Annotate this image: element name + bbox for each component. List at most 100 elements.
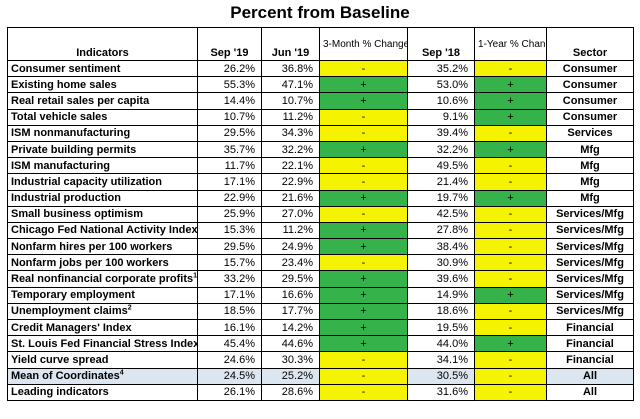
sector-cell: All (546, 383, 634, 401)
sep19-value: 45.4% (197, 335, 262, 353)
indicator-label: Industrial production (11, 192, 121, 205)
3-month-change-cell: - (319, 173, 408, 191)
header-sep18: Sep '18 (407, 27, 475, 61)
sep19-value: 15.3% (197, 221, 262, 240)
indicators-table: Indicators Sep '19 Jun '19 3-Month % Cha… (7, 27, 634, 401)
3-month-change-cell: + (319, 140, 408, 159)
1-year-change-cell: - (474, 124, 547, 142)
3-month-change-cell: - (319, 157, 408, 175)
jun19-value: 14.2% (261, 318, 320, 337)
indicator-label: Temporary employment (11, 289, 135, 302)
table-row: Industrial production 22.9% 21.6% +19.7% + Mf… (7, 189, 634, 207)
sep19-value: 17.1% (197, 173, 262, 191)
header-sep19: Sep '19 (197, 27, 262, 61)
table-row: Leading indicators 26.1% 28.6% -31.6% - All (7, 383, 634, 401)
indicator-label: ISM nonmanufacturing (11, 127, 131, 140)
table-row: Total vehicle sales 10.7% 11.2% -9.1% + Consu… (7, 108, 634, 126)
indicator-name: Private building permits (7, 140, 198, 159)
jun19-value: 34.3% (261, 124, 320, 142)
footnote-marker: 4 (119, 369, 124, 377)
1-year-change-cell: - (474, 221, 547, 240)
3-month-change-cell: - (319, 124, 408, 142)
sep19-value: 17.1% (197, 286, 262, 304)
sector-cell: Mfg (546, 173, 634, 191)
sep18-value: 27.8% (407, 221, 475, 240)
sep18-value: 35.2% (407, 59, 475, 78)
table-row: Nonfarm jobs per 100 workers 15.7% 23.4% -3… (7, 254, 634, 272)
sep18-value: 42.5% (407, 205, 475, 223)
sep18-value: 31.6% (407, 383, 475, 401)
1-year-change-cell: - (474, 302, 547, 321)
sep19-value: 16.1% (197, 318, 262, 337)
sep19-value: 24.6% (197, 351, 262, 369)
indicator-label: ISM manufacturing (11, 159, 111, 172)
sep18-value: 18.6% (407, 302, 475, 321)
sep19-value: 22.9% (197, 189, 262, 207)
sep19-value: 35.7% (197, 140, 262, 159)
1-year-change-cell: - (474, 254, 547, 272)
sep18-value: 53.0% (407, 76, 475, 94)
indicator-name: Yield curve spread (7, 351, 198, 369)
jun19-value: 28.6% (261, 383, 320, 401)
sector-cell: Mfg (546, 189, 634, 207)
indicator-name: Existing home sales (7, 76, 198, 94)
3-month-change-cell: + (319, 76, 408, 94)
jun19-value: 44.6% (261, 335, 320, 353)
1-year-change-cell: - (474, 59, 547, 78)
sector-cell: Financial (546, 335, 634, 353)
3-month-change-cell: + (319, 286, 408, 304)
indicator-name: Real nonfinancial corporate profits1 (7, 270, 198, 288)
sep19-value: 29.5% (197, 124, 262, 142)
3-month-change-cell: - (319, 351, 408, 369)
footnote-marker: 2 (127, 304, 132, 312)
sector-cell: Consumer (546, 108, 634, 126)
sector-cell: Services/Mfg (546, 270, 634, 288)
indicator-name: Total vehicle sales (7, 108, 198, 126)
sep18-value: 19.5% (407, 318, 475, 337)
indicator-label: Yield curve spread (11, 353, 109, 366)
sep19-value: 15.7% (197, 254, 262, 272)
table-row: St. Louis Fed Financial Stress Index345.… (7, 335, 634, 353)
table-row: Real retail sales per capita 14.4% 10.7% +1… (7, 92, 634, 110)
jun19-value: 25.2% (261, 367, 320, 385)
sep18-value: 38.4% (407, 238, 475, 256)
table-body: Consumer sentiment 26.2% 36.8% -35.2% - Consu… (7, 59, 634, 401)
header-jun19: Jun '19 (261, 27, 320, 61)
header-1-year-change: 1-Year % Change (474, 27, 547, 61)
3-month-change-cell: + (319, 318, 408, 337)
jun19-value: 32.2% (261, 140, 320, 159)
sep18-value: 49.5% (407, 157, 475, 175)
table-row: ISM nonmanufacturing 29.5% 34.3% -39.4% - Ser… (7, 124, 634, 142)
sep18-value: 32.2% (407, 140, 475, 159)
sep18-value: 44.0% (407, 335, 475, 353)
indicator-name: Industrial production (7, 189, 198, 207)
1-year-change-cell: - (474, 318, 547, 337)
indicator-name: Industrial capacity utilization (7, 173, 198, 191)
table-row: ISM manufacturing 11.7% 22.1% -49.5% - Mfg (7, 157, 634, 175)
3-month-change-cell: - (319, 108, 408, 126)
jun19-value: 27.0% (261, 205, 320, 223)
3-month-change-cell: - (319, 205, 408, 223)
sector-cell: Financial (546, 318, 634, 337)
indicator-name: Nonfarm hires per 100 workers (7, 238, 198, 256)
sep19-value: 55.3% (197, 76, 262, 94)
3-month-change-cell: + (319, 302, 408, 321)
indicator-label: Total vehicle sales (11, 111, 108, 124)
3-month-change-cell: + (319, 335, 408, 353)
sector-cell: Services/Mfg (546, 286, 634, 304)
jun19-value: 17.7% (261, 302, 320, 321)
1-year-change-cell: - (474, 270, 547, 288)
jun19-value: 21.6% (261, 189, 320, 207)
header-row: Indicators Sep '19 Jun '19 3-Month % Cha… (7, 27, 634, 61)
1-year-change-cell: - (474, 238, 547, 256)
indicator-label: Real nonfinancial corporate profits (11, 273, 194, 286)
1-year-change-cell: + (474, 189, 547, 207)
1-year-change-cell: + (474, 335, 547, 353)
1-year-change-cell: + (474, 286, 547, 304)
sector-cell: Services/Mfg (546, 254, 634, 272)
jun19-value: 10.7% (261, 92, 320, 110)
3-month-change-cell: + (319, 189, 408, 207)
jun19-value: 11.2% (261, 221, 320, 240)
sep18-value: 30.5% (407, 367, 475, 385)
jun19-value: 23.4% (261, 254, 320, 272)
